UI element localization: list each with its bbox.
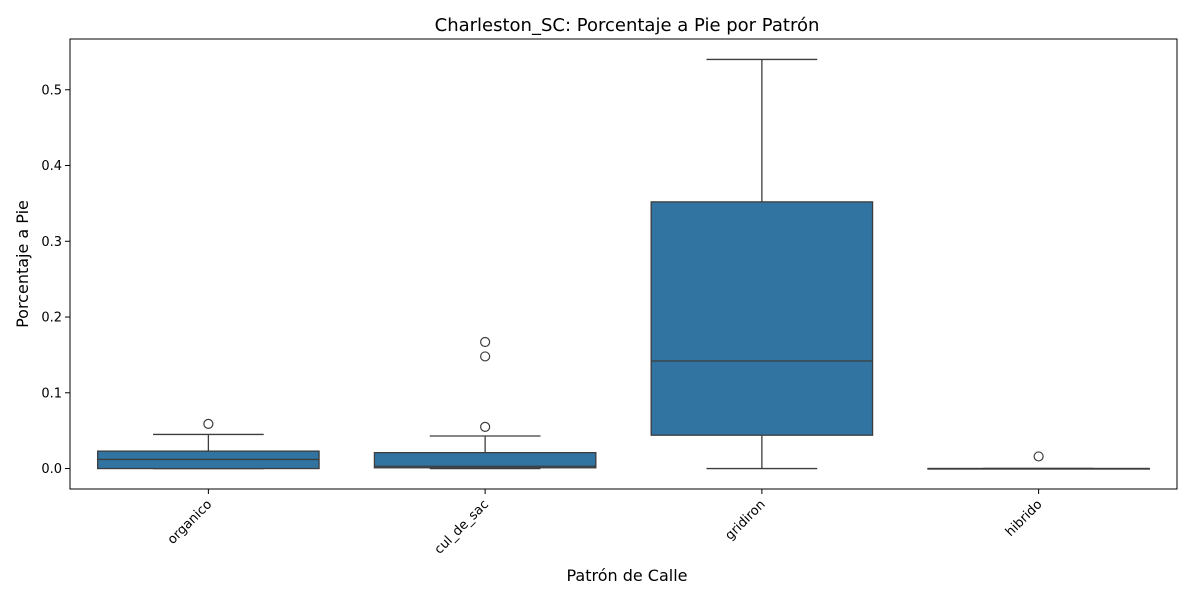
y-tick-label: 0.2: [41, 311, 62, 326]
y-tick-label: 0.1: [41, 386, 62, 401]
outlier-point: [480, 351, 491, 362]
y-tick-label: 0.0: [41, 462, 62, 477]
box-cul_de_sac: [373, 451, 597, 469]
y-tick-label: 0.5: [41, 83, 62, 98]
y-tick-label: 0.3: [41, 235, 62, 250]
chart-title: Charleston_SC: Porcentaje a Pie por Patr…: [435, 15, 820, 36]
box-gridiron: [650, 201, 874, 436]
outlier-point: [480, 336, 491, 348]
x-tick-label: gridiron: [723, 497, 769, 543]
outlier-point: [480, 421, 491, 432]
y-axis-label: Porcentaje a Pie: [13, 200, 32, 328]
outlier-point: [1033, 451, 1044, 462]
x-tick-label: hibrido: [1003, 497, 1046, 540]
x-axis-label: Patrón de Calle: [566, 566, 687, 585]
outlier-point: [203, 418, 214, 429]
x-tick-label: organico: [165, 497, 215, 547]
plot-frame: [69, 38, 1178, 490]
x-tick-label: cul_de_sac: [432, 497, 492, 557]
y-tick-label: 0.4: [41, 159, 62, 174]
plot-area: 0.0 0.1 0.2 0.3 0.4 0.5 organico cul_de_sac grid…: [41, 58, 1150, 557]
